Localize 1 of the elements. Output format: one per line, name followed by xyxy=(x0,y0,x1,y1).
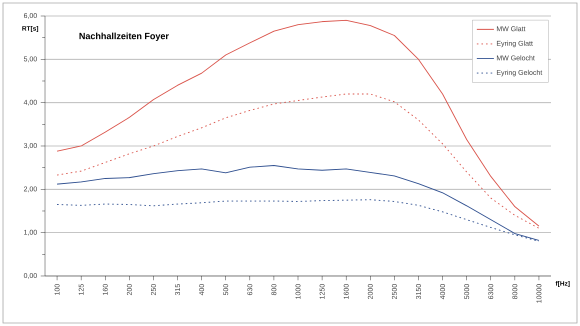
text: Nachhallzeiten Foyer xyxy=(80,32,169,41)
